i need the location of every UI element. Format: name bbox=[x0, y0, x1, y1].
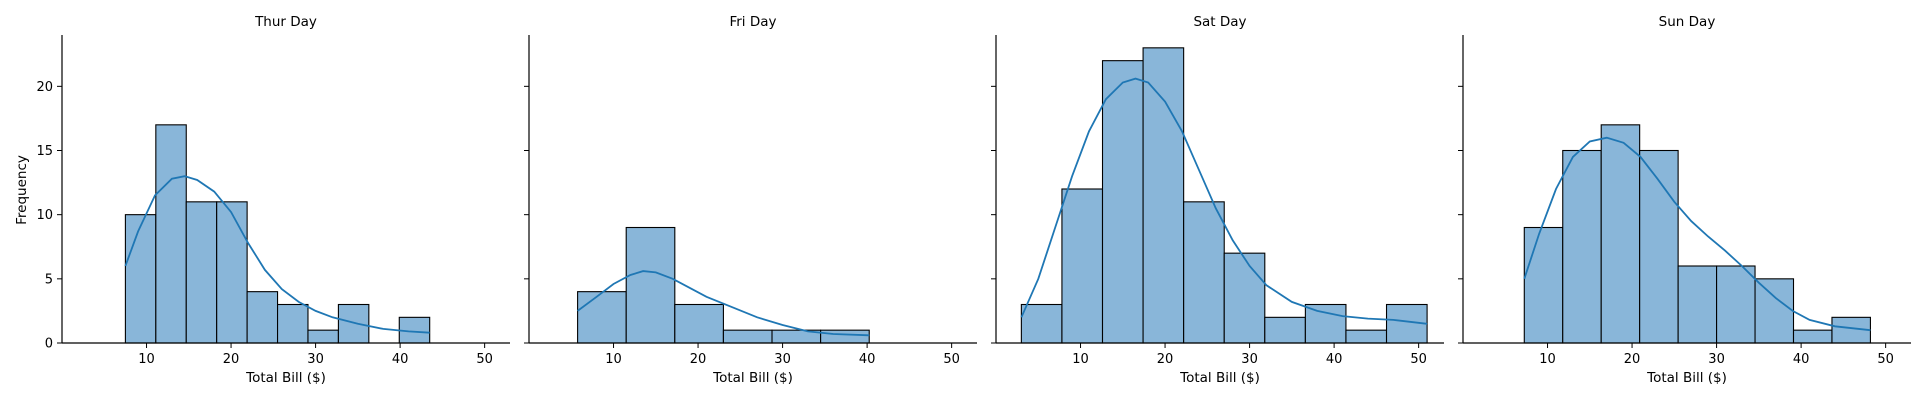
y-tick-label: 5 bbox=[45, 272, 53, 287]
histogram-bar bbox=[1677, 265, 1718, 344]
y-tick-label: 10 bbox=[36, 208, 53, 223]
histogram-bar bbox=[1223, 252, 1266, 344]
panel-1: 0 5 10 15 20 10 20 30 40 50 Thur Day Total Bill ($) bbox=[36, 14, 510, 386]
kde-line bbox=[577, 270, 870, 337]
histogram-bar bbox=[124, 214, 157, 344]
histogram-bar bbox=[1792, 329, 1833, 344]
x-axis-label: Total Bill ($) bbox=[1179, 370, 1260, 386]
histogram-bar bbox=[155, 124, 187, 344]
panel-title: Sat Day bbox=[1193, 14, 1246, 30]
panel-title: Sun Day bbox=[1659, 14, 1716, 30]
histogram-bar bbox=[1754, 278, 1795, 344]
histogram-bar bbox=[1183, 201, 1225, 344]
x-tick-label: 40 bbox=[1793, 352, 1810, 367]
kde-line bbox=[1523, 136, 1871, 332]
x-tick-label: 10 bbox=[1539, 352, 1556, 367]
histogram-bar bbox=[307, 329, 339, 344]
x-tick-label: 30 bbox=[307, 352, 324, 367]
x-tick-label: 20 bbox=[1624, 352, 1641, 367]
y-axis-label: Frequency bbox=[14, 155, 30, 225]
y-tick-label: 20 bbox=[36, 80, 53, 95]
x-tick-label: 30 bbox=[1241, 352, 1258, 367]
panel-3: 10 20 30 40 50 Sat Day Total Bill ($) bbox=[991, 14, 1444, 386]
histogram-bar bbox=[1264, 316, 1306, 344]
histogram-bar bbox=[722, 329, 773, 344]
panel-title: Thur Day bbox=[254, 14, 317, 30]
histogram-bar bbox=[1345, 329, 1388, 344]
x-tick-label: 10 bbox=[605, 352, 622, 367]
panel-4: 10 20 30 40 50 Sun Day Total Bill ($) bbox=[1458, 14, 1911, 386]
y-tick-label: 15 bbox=[36, 144, 53, 159]
histogram-bar bbox=[625, 226, 676, 344]
x-tick-label: 50 bbox=[1410, 352, 1427, 367]
histogram-bar bbox=[1304, 303, 1347, 344]
x-tick-label: 20 bbox=[1157, 352, 1174, 367]
histogram-bar bbox=[246, 291, 279, 344]
kde-line bbox=[124, 175, 430, 334]
histogram-bar bbox=[1523, 226, 1564, 344]
histogram-bar bbox=[577, 291, 627, 344]
histogram-bar bbox=[216, 201, 248, 344]
x-axis-label: Total Bill ($) bbox=[712, 370, 793, 386]
panels: 0 5 10 15 20 10 20 30 40 50 Thur Day Total Bill ($)… bbox=[36, 14, 1911, 386]
histogram-bar bbox=[1639, 149, 1679, 344]
histogram-bar bbox=[674, 303, 724, 344]
x-tick-label: 40 bbox=[859, 352, 876, 367]
x-axis-label: Total Bill ($) bbox=[1646, 370, 1727, 386]
panel-title: Fri Day bbox=[729, 14, 776, 30]
x-tick-label: 20 bbox=[690, 352, 707, 367]
histogram-bar bbox=[1061, 188, 1104, 344]
histogram-bar bbox=[820, 329, 870, 344]
histogram-bar bbox=[337, 303, 370, 344]
kde-line bbox=[1020, 77, 1428, 325]
x-tick-label: 50 bbox=[943, 352, 960, 367]
y-tick-label: 0 bbox=[45, 337, 53, 352]
histogram-bar bbox=[1020, 303, 1063, 344]
histogram-bar bbox=[276, 303, 309, 344]
x-tick-label: 10 bbox=[1072, 352, 1089, 367]
histogram-bar bbox=[1716, 265, 1756, 344]
x-tick-label: 30 bbox=[774, 352, 791, 367]
x-tick-label: 20 bbox=[223, 352, 240, 367]
x-tick-label: 40 bbox=[392, 352, 409, 367]
histogram-bar bbox=[1142, 47, 1185, 344]
x-axis-label: Total Bill ($) bbox=[245, 370, 326, 386]
panel-2: 10 20 30 40 50 Fri Day Total Bill ($) bbox=[524, 14, 977, 386]
x-tick-label: 40 bbox=[1326, 352, 1343, 367]
histogram-bar bbox=[1562, 149, 1602, 344]
histogram-bar bbox=[1101, 60, 1144, 344]
x-tick-label: 10 bbox=[138, 352, 155, 367]
histogram-bar bbox=[185, 201, 218, 344]
x-tick-label: 50 bbox=[1877, 352, 1894, 367]
x-tick-label: 50 bbox=[476, 352, 493, 367]
x-tick-label: 30 bbox=[1708, 352, 1725, 367]
histogram-bar bbox=[1600, 124, 1641, 344]
